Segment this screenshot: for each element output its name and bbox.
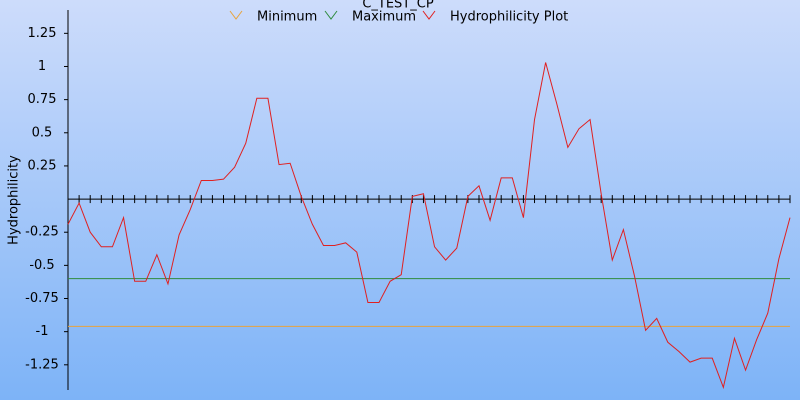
y-tick-label: 1 [38,59,46,74]
y-tick-label: 1.25 [28,26,57,41]
y-tick-label: -1.25 [25,357,59,372]
y-tick-label: 0.75 [28,92,57,107]
y-tick-label: -0.5 [29,258,54,273]
legend-label: Hydrophilicity Plot [450,10,568,25]
line [67,62,791,390]
legend-swatch [422,10,436,20]
legend-label: Minimum [257,10,317,25]
chart-title: C_TEST_CP [362,0,434,12]
legend: Minimum Maximum Hydrophilicity Plot [229,10,568,25]
y-tick-label: -0.25 [25,225,59,240]
y-tick-label: 0.5 [32,125,53,140]
y-tick-label: -0.75 [25,291,59,306]
y-axis-title: Hydrophilicity [7,155,22,245]
legend-swatch [229,10,243,20]
y-tick-label: -1 [36,324,49,339]
legend-swatch [324,10,338,20]
y-tick-label: 0.25 [28,158,57,173]
legend-label: Maximum [352,10,416,25]
